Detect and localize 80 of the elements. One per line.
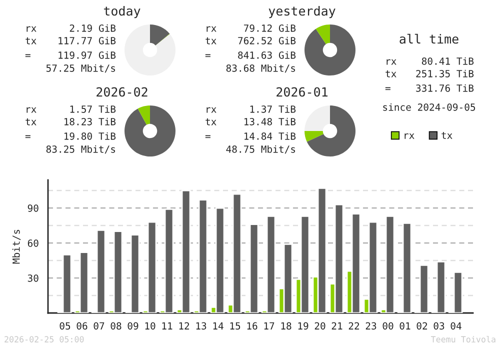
y-tick-label: 90: [28, 204, 38, 212]
donut-slice: [304, 131, 324, 142]
text: 762.52 GiB: [238, 36, 296, 44]
text: tx: [206, 118, 216, 126]
text: =: [205, 135, 210, 138]
donut-slice: [155, 34, 170, 46]
text: 18.23 TiB: [64, 118, 116, 126]
text: 841.63 GiB: [238, 51, 296, 59]
donut-slice: [124, 106, 176, 156]
text: rx: [26, 26, 36, 32]
text: 119.97 GiB: [58, 51, 116, 59]
chart-title: 2026-01: [276, 87, 328, 97]
text: =: [25, 54, 30, 58]
x-tick-label: 23: [366, 322, 376, 330]
text: 14.84 TiB: [244, 132, 296, 140]
y-axis-title: Mbit/s: [12, 230, 21, 264]
x-tick-label: 15: [230, 322, 240, 330]
x-tick-label: 07: [94, 322, 104, 330]
text: 13.48 TiB: [244, 118, 296, 126]
text: 1.57 TiB: [70, 105, 116, 113]
chart-title: today: [104, 6, 140, 18]
donut-slice: [316, 24, 330, 44]
donut-slice: [124, 24, 176, 76]
text: all time: [400, 34, 458, 44]
text: tx: [206, 37, 216, 44]
x-tick-label: 02: [416, 322, 428, 330]
text: 251.35 TiB: [416, 70, 474, 78]
donut-slice: [304, 106, 330, 131]
x-tick-label: 20: [314, 322, 326, 330]
x-tick-label: 18: [281, 322, 292, 330]
text: tx: [26, 37, 36, 44]
chart-title: yesterday: [268, 6, 336, 18]
donut-slice: [150, 24, 170, 46]
text: 80.41 TiB: [422, 57, 474, 65]
text: 83.25 Mbit/s: [46, 145, 116, 154]
donut-slice: [306, 106, 356, 156]
text: =: [205, 54, 210, 58]
text: =: [385, 87, 390, 90]
text: 48.75 Mbit/s: [226, 145, 296, 154]
text: 57.25 Mbit/s: [46, 64, 116, 73]
chart-title: 2026-02: [96, 87, 148, 97]
text: =: [25, 135, 30, 138]
x-tick-label: 09: [128, 322, 138, 330]
legend-label: rx: [404, 133, 414, 139]
x-tick-label: 03: [434, 322, 444, 330]
text: 2.19 GiB: [70, 24, 116, 32]
x-tick-label: 04: [450, 322, 462, 330]
x-tick-label: 10: [145, 322, 156, 330]
y-tick-label: 60: [28, 240, 38, 247]
x-tick-label: 01: [400, 322, 410, 330]
x-tick-label: 06: [76, 322, 88, 330]
x-tick-label: 12: [179, 322, 190, 330]
y-tick-label: 30: [28, 274, 38, 282]
x-tick-label: 08: [110, 322, 122, 330]
text: 19.80 TiB: [64, 132, 116, 140]
x-tick-label: 22: [348, 322, 360, 330]
x-tick-label: 00: [382, 322, 394, 330]
x-tick-label: 17: [264, 322, 274, 330]
donut-slice: [304, 24, 356, 76]
text: rx: [26, 107, 36, 113]
text: 117.77 GiB: [58, 36, 116, 44]
legend-label: tx: [442, 132, 452, 139]
text: rx: [206, 107, 216, 113]
text: rx: [386, 59, 396, 65]
x-tick-label: 11: [162, 322, 172, 330]
text: 331.76 TiB: [416, 84, 474, 92]
donut-slice: [138, 106, 150, 125]
text: 79.12 GiB: [244, 24, 296, 32]
x-tick-label: 14: [213, 322, 224, 330]
x-tick-label: 13: [196, 322, 206, 330]
text: rx: [206, 26, 216, 32]
x-tick-label: 16: [247, 322, 258, 330]
text: 83.68 Mbit/s: [226, 64, 296, 73]
x-tick-label: 21: [332, 322, 342, 330]
text: since 2024-09-05: [383, 103, 476, 111]
text: tx: [26, 118, 36, 126]
text: 1.37 TiB: [250, 105, 296, 113]
x-tick-label: 05: [60, 322, 70, 330]
x-tick-label: 19: [298, 322, 308, 330]
text: tx: [386, 70, 396, 78]
